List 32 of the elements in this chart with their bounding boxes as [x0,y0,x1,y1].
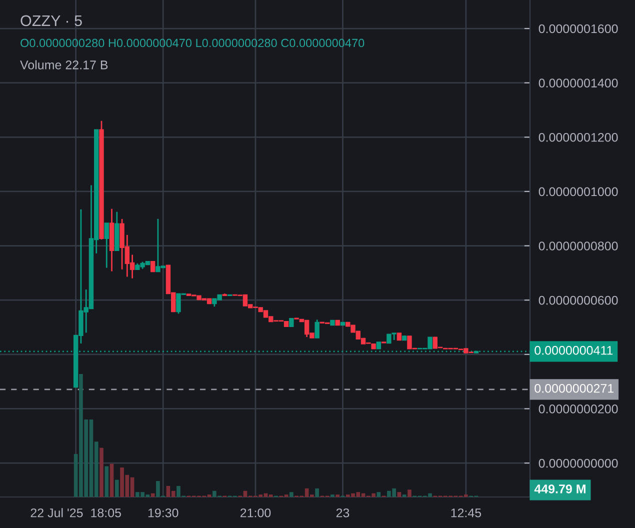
y-tick-label: 0.0000001600 [538,24,618,34]
bar [289,492,294,497]
x-tick-label: 21:00 [240,508,271,518]
bar [110,464,114,497]
y-tick-label: 0.0000000000 [538,458,618,468]
y-tick-label: 0.0000001200 [538,132,618,142]
bar [100,448,104,497]
candlestick [314,318,320,339]
ref-line-label: 0.0000000271 [534,384,614,393]
candlestick [150,260,156,272]
bar [150,493,155,497]
bar [408,490,412,497]
bar [397,492,402,497]
x-tick-label: 22 Jul '25 18:05 [30,508,121,518]
text: 449.79 M [534,484,586,494]
y-tick-label: 0.0000000200 [538,404,618,414]
y-tick-label: 0.0000001400 [538,78,618,88]
y-tick-label: 0.0000000600 [538,296,618,305]
ref-line-label: 0.0000000411 [534,346,613,355]
text: OZZY · 5 [20,15,82,26]
annotation: Volume 22.17 B [20,60,108,70]
x-tick-label: 19:30 [148,508,178,518]
bar [315,488,320,497]
bar [104,466,109,497]
bar [114,480,119,497]
bar [376,492,381,497]
candlestick [104,222,109,268]
x-tick-label: 23 [336,508,350,518]
text: O0.0000000280 H0.0000000470 L0.0000000280 C0.0000000470 [20,38,364,48]
x-tick-label: 12:45 [451,508,482,518]
y-tick-label: 0.0000000800 [538,242,618,250]
y-tick-label: 0.0000001000 [538,187,618,196]
